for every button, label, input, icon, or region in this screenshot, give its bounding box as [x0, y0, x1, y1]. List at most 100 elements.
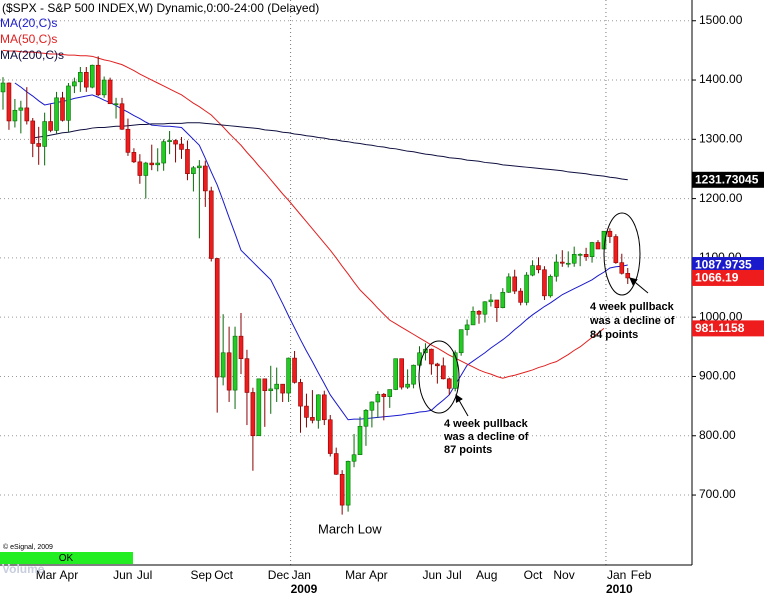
legend-entry: MA(20,C)s: [0, 16, 57, 30]
candle-body: [512, 276, 518, 292]
price-tag-label: 1231.73045: [695, 172, 759, 186]
candle-body: [524, 274, 529, 303]
candle-body: [310, 417, 315, 421]
x-tick-label: Mar: [36, 568, 57, 582]
x-tick-label: Aug: [476, 568, 497, 582]
x-tick-label: Jul: [446, 568, 461, 582]
candle-body: [101, 79, 107, 96]
candle-body: [12, 109, 18, 122]
candle-body: [84, 72, 89, 88]
ma-line: [2, 49, 605, 379]
x-tick-label: Dec: [268, 568, 289, 582]
price-tag-label: 1066.19: [695, 271, 739, 285]
candle-body: [369, 401, 375, 411]
candle-body: [458, 329, 464, 354]
candle-body: [155, 162, 160, 166]
candle-body: [185, 149, 190, 175]
candle-body: [262, 378, 268, 391]
candle-body: [357, 425, 363, 456]
candle-body: [440, 365, 446, 380]
candle-body: [435, 363, 440, 367]
candle-body: [381, 393, 387, 397]
candle-body: [536, 265, 541, 271]
x-tick-label: Jun: [113, 568, 132, 582]
x-tick-label: Oct: [214, 568, 233, 582]
year-label: 2010: [606, 582, 633, 596]
highlight-ellipse: [603, 212, 641, 296]
x-tick-label: Nov: [553, 568, 574, 582]
x-tick-label: Jun: [423, 568, 442, 582]
y-tick-label: 1200.00: [699, 191, 743, 205]
price-tag-label: 1087.9735: [695, 258, 752, 272]
x-tick-label: Mar: [345, 568, 366, 582]
candle-body: [548, 275, 553, 297]
status-bar: [0, 552, 133, 564]
year-label: 2009: [291, 582, 318, 596]
highlight-ellipse: [418, 340, 460, 414]
annotation: 84 points: [590, 329, 638, 341]
candle-body: [316, 394, 321, 421]
x-tick-label: Apr: [60, 568, 79, 582]
candle-body: [613, 236, 619, 263]
candle-body: [339, 473, 345, 506]
candle-body: [399, 358, 404, 388]
annotation: 4 week pullback: [444, 418, 529, 430]
candle-body: [298, 382, 303, 407]
candle-body: [321, 394, 327, 421]
candle-body: [476, 310, 482, 315]
candle-body: [280, 383, 285, 394]
price-tag: [692, 171, 764, 188]
candle-body: [494, 299, 500, 308]
candle-body: [345, 460, 351, 506]
legend-entry: MA(200,C)s: [0, 48, 64, 62]
candle-body: [42, 121, 47, 147]
copyright: © eSignal, 2009: [3, 543, 53, 551]
candle-body: [452, 352, 458, 389]
y-tick-label: 1400.00: [699, 72, 743, 86]
candle-body: [304, 405, 309, 418]
candle-body: [208, 190, 214, 259]
candle-body: [54, 97, 59, 131]
candle-body: [363, 409, 369, 427]
candle-body: [244, 358, 250, 393]
candle-body: [220, 352, 226, 378]
candle-body: [107, 79, 113, 105]
candle-body: [530, 265, 535, 276]
candle-body: [488, 299, 494, 303]
candle-body: [470, 310, 476, 326]
candle-body: [446, 378, 452, 389]
candle-body: [405, 383, 410, 388]
candle-body: [113, 103, 119, 106]
candle-body: [191, 167, 196, 175]
candle-body: [292, 357, 297, 383]
candle-body: [464, 324, 470, 330]
candle-body: [250, 392, 256, 437]
candle-body: [18, 107, 24, 111]
candle-body: [559, 261, 565, 264]
candle-body: [203, 165, 208, 192]
x-tick-label: Jan: [292, 568, 311, 582]
candle-body: [589, 242, 595, 258]
legend-entry: MA(50,C)s: [0, 32, 57, 46]
candle-body: [137, 161, 143, 176]
candle-body: [274, 383, 280, 390]
candle-body: [197, 165, 202, 169]
candle-body: [89, 64, 95, 88]
candle-body: [429, 348, 434, 365]
candle-body: [333, 453, 339, 475]
price-tag: [692, 269, 764, 286]
candle-body: [619, 262, 625, 274]
annotation: was a decline of: [589, 315, 675, 327]
price-tag: [692, 257, 764, 274]
candle-body: [327, 419, 333, 454]
axes: 700.00800.00900.001000.001100.001200.001…: [36, 13, 764, 596]
candle-body: [238, 335, 244, 359]
annotation: 4 week pullback: [590, 301, 675, 313]
candle-body: [518, 290, 523, 303]
candle-body: [595, 242, 601, 250]
arrow: [629, 277, 649, 294]
candle-body: [286, 357, 291, 394]
candle-body: [6, 82, 12, 122]
candle-body: [565, 262, 571, 265]
y-tick-label: 1500.00: [699, 13, 743, 27]
